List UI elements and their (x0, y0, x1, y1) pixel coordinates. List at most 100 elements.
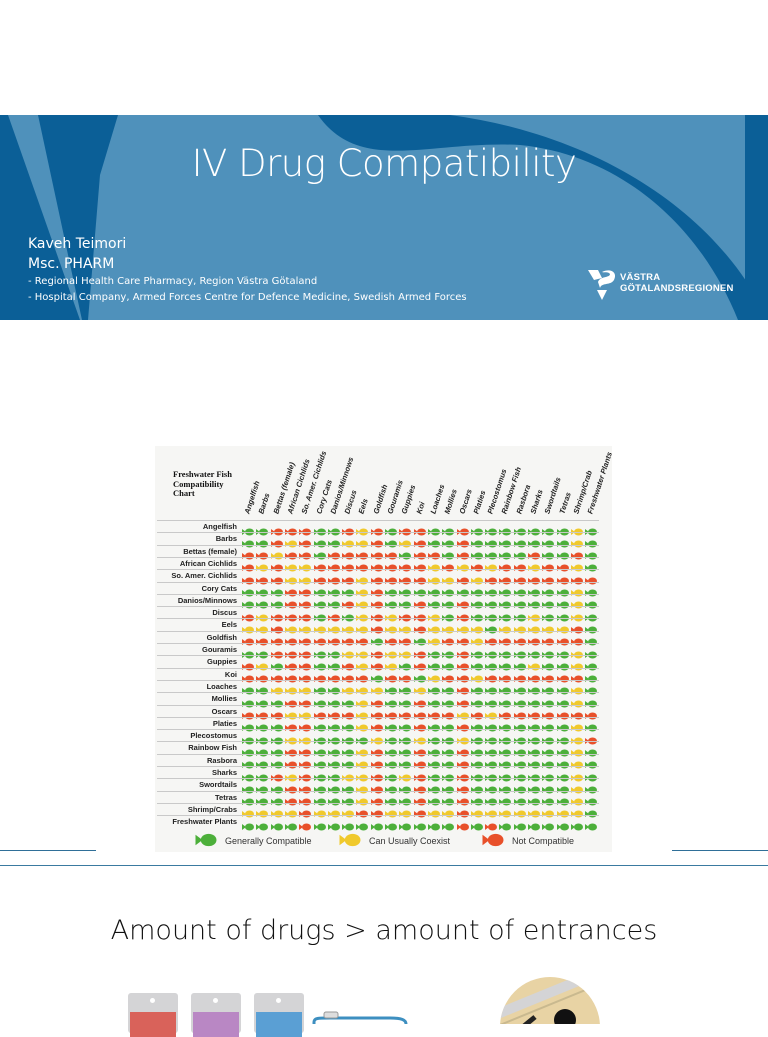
row-divider (157, 692, 599, 694)
compatibility-cell (513, 535, 526, 548)
compatibility-cell (242, 596, 254, 609)
compatibility-cell (456, 658, 469, 671)
compatibility-cell (385, 732, 397, 745)
compatibility-cell (470, 732, 483, 745)
compatibility-cell (242, 547, 254, 560)
compatibility-cell (299, 769, 312, 781)
compatibility-cell (556, 781, 569, 794)
compatibility-cell (370, 707, 383, 720)
compatibility-cell (585, 609, 598, 622)
row-divider (157, 606, 599, 608)
compatibility-cell (442, 793, 455, 806)
compatibility-cell (385, 523, 397, 535)
compatibility-cell (470, 547, 483, 560)
compatibility-cell (542, 523, 555, 535)
compatibility-cell (313, 793, 326, 806)
compatibility-cell (313, 559, 326, 572)
compatibility-cell (485, 572, 498, 585)
row-divider (157, 520, 599, 521)
compatibility-cell (585, 805, 598, 818)
compatibility-cell (356, 621, 369, 634)
compatibility-cell (413, 559, 426, 572)
iv-tube-icon (312, 1011, 408, 1024)
compatibility-cell (356, 818, 369, 831)
compatibility-cell (385, 584, 397, 597)
compatibility-cell (499, 633, 512, 646)
row-divider (157, 544, 599, 546)
compatibility-cell (556, 633, 569, 646)
compatibility-cell (270, 756, 283, 769)
compatibility-cell (342, 695, 355, 708)
compatibility-cell (284, 818, 297, 831)
compatibility-cell (342, 658, 355, 671)
compatibility-cell (485, 793, 498, 806)
compatibility-cell (470, 744, 483, 757)
compatibility-cell (528, 769, 540, 781)
compatibility-cell (256, 769, 269, 781)
compatibility-cell (585, 732, 598, 745)
compatibility-cell (585, 559, 598, 572)
compatibility-cell (528, 658, 540, 671)
compatibility-cell (313, 584, 326, 597)
compatibility-cell (385, 769, 397, 781)
compatibility-cell (556, 744, 569, 757)
compatibility-cell (470, 793, 483, 806)
compatibility-cell (570, 523, 583, 535)
compatibility-cell (499, 658, 512, 671)
compatibility-cell (585, 818, 598, 831)
compatibility-cell (342, 621, 355, 634)
compatibility-cell (327, 781, 340, 794)
compatibility-cell (456, 707, 469, 720)
compatibility-cell (528, 695, 540, 708)
compatibility-cell (385, 559, 397, 572)
compatibility-cell (399, 596, 412, 609)
row-label: Oscars (211, 706, 237, 716)
compatibility-cell (242, 572, 254, 585)
compatibility-cell (542, 781, 555, 794)
compatibility-cell (299, 572, 312, 585)
compatibility-cell (585, 707, 598, 720)
compatibility-cell (513, 572, 526, 585)
compatibility-cell (427, 584, 440, 597)
compatibility-cell (499, 547, 512, 560)
compatibility-cell (242, 732, 254, 745)
compatibility-cell (542, 596, 555, 609)
legend-item: Not Compatible (480, 833, 574, 849)
compatibility-cell (485, 756, 498, 769)
compatibility-cell (399, 609, 412, 622)
compatibility-cell (242, 609, 254, 622)
compatibility-cell (284, 719, 297, 732)
compatibility-cell (399, 658, 412, 671)
compatibility-cell (385, 670, 397, 683)
compatibility-cell (442, 523, 455, 535)
compatibility-cell (485, 596, 498, 609)
compatibility-cell (284, 756, 297, 769)
compatibility-cell (542, 769, 555, 781)
row-divider (157, 741, 599, 743)
affiliation-2: - Hospital Company, Armed Forces Centre … (28, 292, 467, 303)
compatibility-cell (570, 584, 583, 597)
row-divider (157, 679, 599, 681)
compatibility-cell (427, 609, 440, 622)
compatibility-cell (299, 535, 312, 548)
compatibility-cell (442, 572, 455, 585)
compatibility-cell (385, 756, 397, 769)
compatibility-cell (399, 670, 412, 683)
compatibility-cell (370, 646, 383, 658)
compatibility-cell (256, 646, 269, 658)
compatibility-cell (385, 744, 397, 757)
compatibility-cell (542, 559, 555, 572)
compatibility-cell (313, 621, 326, 634)
compatibility-cell (485, 646, 498, 658)
compatibility-cell (427, 744, 440, 757)
row-label: Freshwater Plants (172, 817, 237, 827)
column-header: Tetras (557, 491, 573, 515)
compatibility-cell (456, 621, 469, 634)
row-label: Plecostomus (190, 731, 237, 741)
compatibility-cell (570, 781, 583, 794)
compatibility-cell (356, 646, 369, 658)
compatibility-cell (528, 756, 540, 769)
compatibility-cell (256, 719, 269, 732)
compatibility-cell (342, 523, 355, 535)
compatibility-cell (585, 547, 598, 560)
